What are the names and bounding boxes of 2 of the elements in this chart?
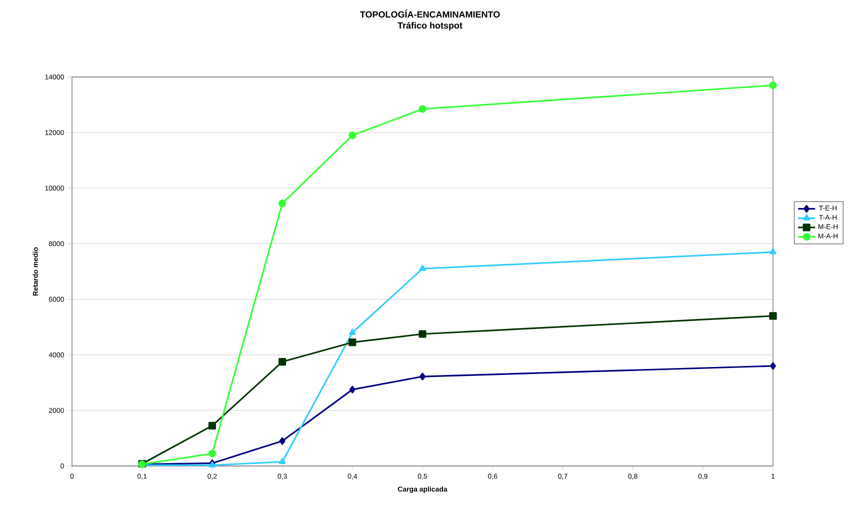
chart-title: TOPOLOGÍA-ENCAMINAMIENTO xyxy=(360,10,500,18)
chart-subtitle: Tráfico hotspot xyxy=(398,22,462,30)
